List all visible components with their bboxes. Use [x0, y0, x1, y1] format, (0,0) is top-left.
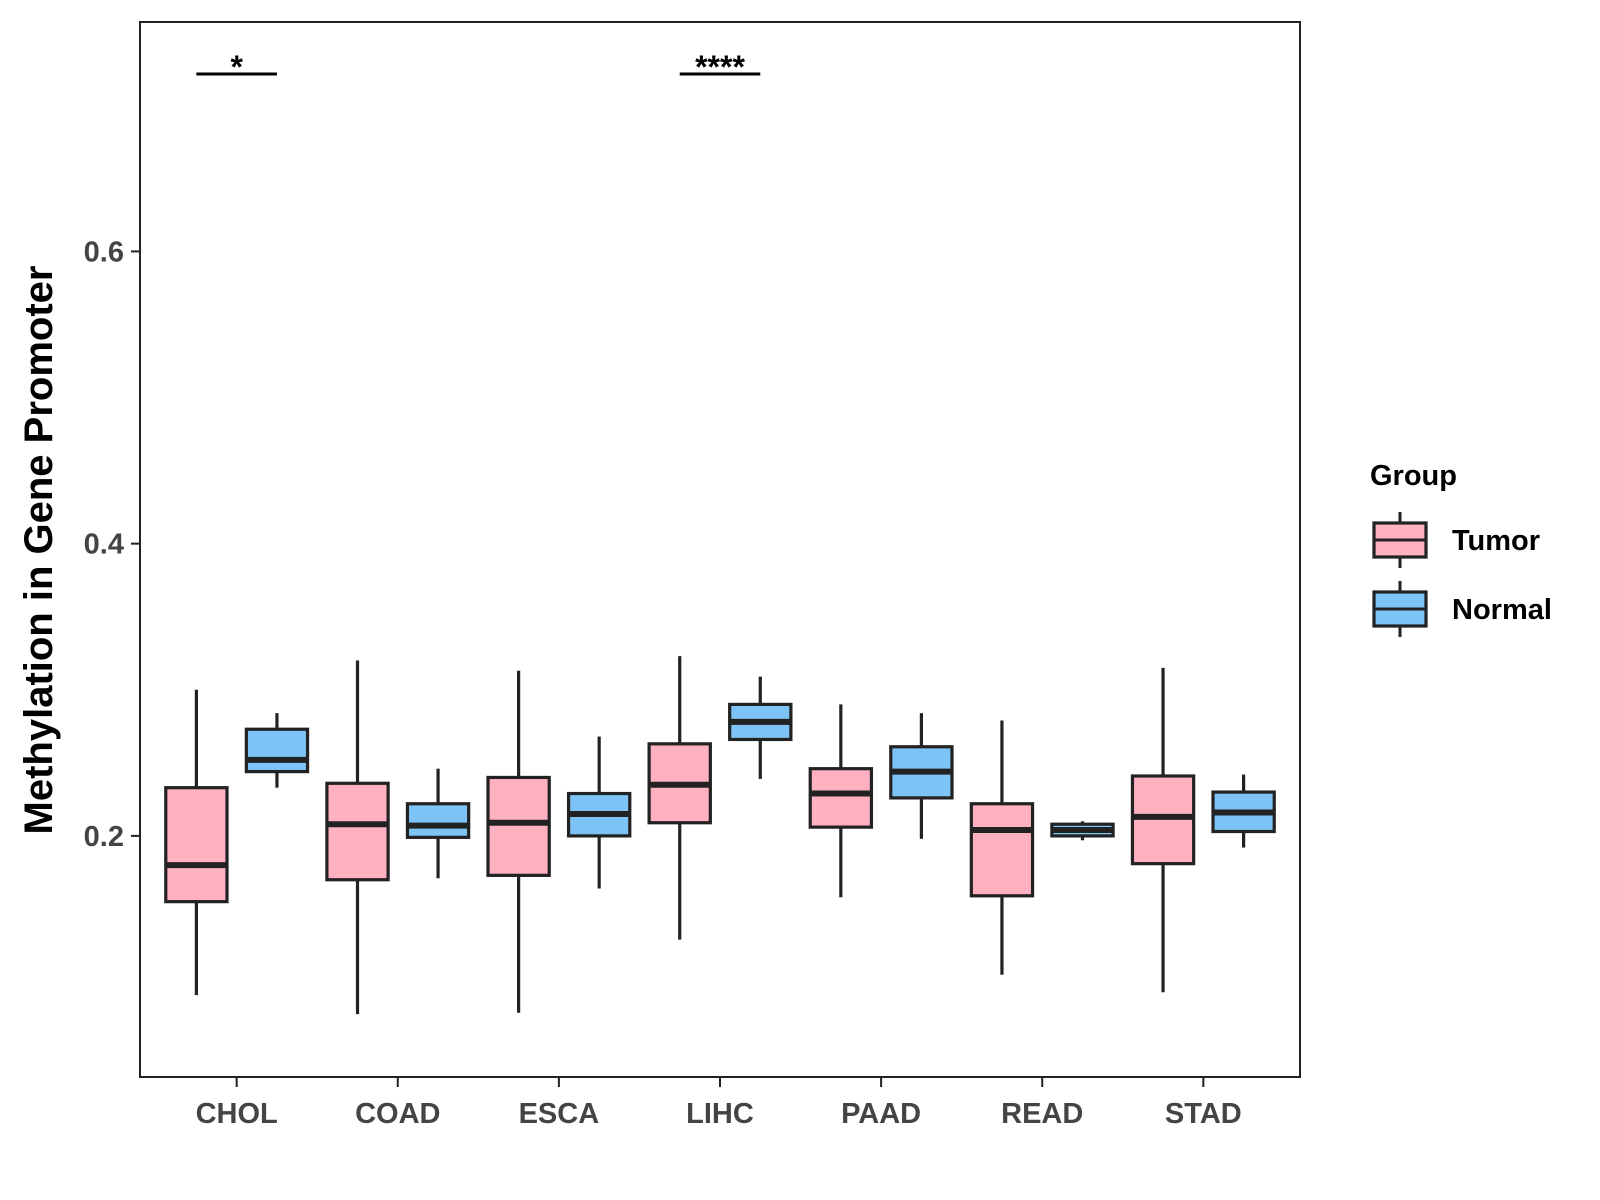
box-tumor-paad	[808, 704, 874, 898]
box-tumor-lihc	[647, 656, 712, 940]
significance-lihc: ****	[679, 49, 761, 85]
box-normal-read	[1050, 821, 1115, 841]
box-normal-lihc	[728, 676, 793, 779]
y-tick-label: 0.4	[84, 529, 124, 561]
box-body	[808, 767, 874, 829]
box-body	[486, 775, 551, 877]
legend-item-tumor: Tumor	[1372, 512, 1540, 568]
box-normal-chol	[244, 713, 310, 788]
box-tumor-stad	[1130, 667, 1196, 993]
y-axis-ticks: 0.2 0.4 0.6	[84, 236, 140, 853]
x-tick-label-read: READ	[1001, 1098, 1083, 1130]
box-tumor-chol	[164, 689, 229, 996]
y-axis-title: Methylation in Gene Promoter	[17, 266, 61, 835]
boxes-layer	[164, 656, 1276, 1015]
box-tumor-coad	[325, 660, 390, 1015]
box-normal-esca	[566, 736, 632, 889]
box-normal-paad	[889, 713, 954, 839]
box-tumor-read	[969, 720, 1035, 975]
legend-item-normal: Normal	[1372, 581, 1552, 637]
x-tick-label-paad: PAAD	[841, 1098, 921, 1130]
box-normal-coad	[405, 768, 471, 879]
legend-title: Group	[1370, 460, 1457, 492]
x-tick-label-chol: CHOL	[196, 1098, 278, 1130]
legend-label-normal: Normal	[1452, 594, 1552, 626]
box-body	[325, 781, 390, 882]
x-tick-label-coad: COAD	[355, 1098, 440, 1130]
x-tick-label-esca: ESCA	[519, 1098, 600, 1130]
legend-label-tumor: Tumor	[1452, 525, 1540, 557]
box-body	[405, 802, 471, 839]
significance-label: ****	[695, 49, 745, 85]
legend: Group Tumor Normal	[1370, 460, 1552, 637]
significance-chol: *	[196, 49, 277, 85]
x-tick-label-stad: STAD	[1165, 1098, 1242, 1130]
y-tick-label: 0.2	[84, 821, 124, 853]
box-body	[164, 786, 229, 904]
significance-annotations: * ****	[196, 49, 761, 85]
plot-panel-border	[139, 21, 1301, 1078]
box-normal-stad	[1211, 774, 1276, 848]
significance-label: *	[230, 49, 243, 85]
x-tick-label-lihc: LIHC	[686, 1098, 754, 1130]
box-body	[969, 802, 1035, 898]
box-body	[244, 727, 310, 774]
y-tick-label: 0.6	[84, 236, 124, 268]
box-tumor-esca	[486, 670, 551, 1013]
x-axis: CHOL COAD ESCA LIHC PAAD READ STAD	[196, 1077, 1242, 1130]
